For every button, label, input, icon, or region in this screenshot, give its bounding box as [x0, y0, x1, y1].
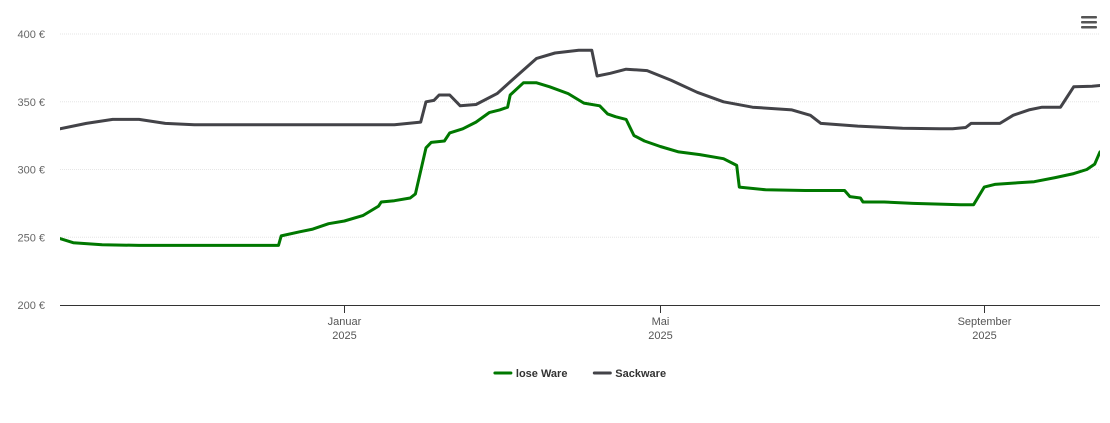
x-tick-year-label: 2025 — [972, 330, 996, 342]
hamburger-menu-icon — [1081, 16, 1097, 29]
legend-item-lose-ware[interactable]: lose Ware — [493, 368, 568, 380]
axes: 200 € 250 € 300 € 350 € 400 € Januar 2025 Mai 20… — [17, 29, 1100, 342]
series-line-lose-ware[interactable] — [60, 81, 1100, 247]
x-tick-label: September — [958, 316, 1012, 328]
legend-label: Sackware — [615, 368, 666, 380]
x-tick-label: Januar — [328, 316, 362, 328]
series-group — [60, 48, 1100, 247]
series-line-sackware[interactable] — [60, 48, 1100, 131]
y-tick-label: 350 € — [17, 97, 45, 109]
y-tick-label: 200 € — [17, 300, 45, 312]
y-tick-label: 300 € — [17, 165, 45, 177]
y-tick-label: 250 € — [17, 232, 45, 244]
x-tick-label: Mai — [652, 316, 670, 328]
y-tick-label: 400 € — [17, 29, 45, 41]
chart-menu-button[interactable] — [1080, 14, 1098, 30]
grid — [60, 33, 1100, 238]
legend-item-sackware[interactable]: Sackware — [592, 368, 666, 380]
legend[interactable]: lose Ware Sackware — [493, 368, 666, 380]
x-tick-year-label: 2025 — [648, 330, 672, 342]
legend-label: lose Ware — [516, 368, 568, 380]
x-tick-year-label: 2025 — [332, 330, 356, 342]
